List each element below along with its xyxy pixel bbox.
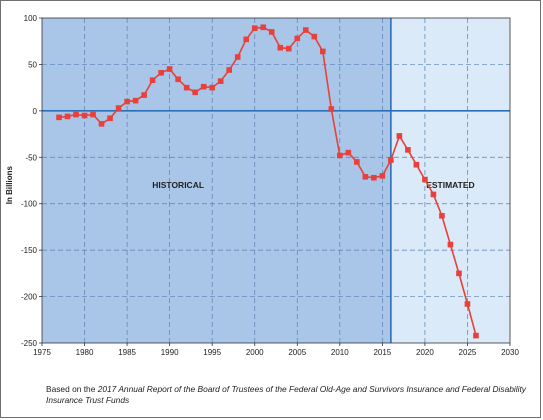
- data-point: [158, 69, 164, 76]
- y-tick-label: -100: [21, 200, 38, 209]
- y-axis-label: In Billions: [5, 165, 14, 204]
- x-tick-label: 1975: [33, 348, 51, 357]
- data-point: [98, 121, 105, 127]
- data-point: [132, 97, 139, 104]
- data-point: [200, 83, 207, 90]
- data-point: [243, 36, 250, 43]
- data-point: [277, 44, 284, 51]
- data-point: [413, 161, 420, 168]
- y-tick-label: -50: [25, 153, 37, 162]
- y-tick-label: -150: [21, 246, 38, 255]
- y-axis-ticks: 100 50 0 -50 -100 -150 -200 -250: [21, 14, 42, 348]
- region-estimated: [390, 18, 510, 343]
- data-point: [405, 147, 411, 153]
- data-point: [430, 191, 437, 198]
- data-point: [379, 173, 386, 179]
- y-tick-label: -200: [21, 293, 38, 302]
- region-historical: [42, 18, 391, 343]
- data-point: [251, 25, 258, 32]
- data-point: [268, 29, 275, 35]
- x-tick-label: 2005: [288, 348, 306, 357]
- data-point: [73, 111, 79, 118]
- region-backgrounds: [42, 18, 510, 343]
- data-point: [388, 157, 394, 163]
- data-point: [447, 241, 454, 248]
- data-point: [456, 270, 462, 277]
- x-tick-label: 1990: [161, 348, 179, 357]
- data-point: [345, 149, 352, 156]
- data-point: [294, 35, 301, 42]
- data-point: [354, 159, 360, 165]
- estimated-label: ESTIMATED: [426, 180, 474, 190]
- data-point: [234, 54, 241, 60]
- y-tick-label: 100: [24, 14, 38, 23]
- x-tick-label: 1980: [76, 348, 94, 357]
- data-point: [320, 48, 326, 55]
- y-tick-label: 0: [33, 107, 38, 116]
- data-point: [115, 105, 122, 111]
- data-point: [328, 106, 335, 112]
- data-point: [362, 173, 369, 180]
- data-point: [302, 27, 309, 33]
- deficit-line-chart: 1975 1980 1985 1990 1995 2000 2005 2010 2015 2020…: [5, 14, 519, 357]
- data-point: [166, 66, 173, 72]
- data-point: [464, 301, 471, 307]
- data-point: [473, 332, 479, 339]
- x-tick-label: 1985: [118, 348, 136, 357]
- region-labels: HISTORICAL ESTIMATED: [152, 180, 474, 190]
- data-point: [107, 115, 113, 122]
- y-tick-label: 50: [28, 60, 37, 69]
- data-point: [56, 114, 62, 121]
- data-point: [64, 113, 71, 120]
- plot-border: [41, 17, 511, 344]
- data-point: [226, 67, 232, 73]
- series-layer: [56, 24, 479, 339]
- data-point: [217, 78, 224, 84]
- data-point: [285, 45, 292, 52]
- y-tick-label: -250: [21, 339, 38, 348]
- x-tick-label: 2000: [246, 348, 264, 357]
- data-point: [311, 33, 318, 40]
- footnote-report-title: 2017 Annual Report of the Board of Trust…: [46, 384, 526, 405]
- x-tick-label: 2020: [416, 348, 434, 357]
- footnote-prefix: Based on the: [46, 384, 98, 394]
- historical-label: HISTORICAL: [152, 180, 204, 190]
- source-footnote: Based on the 2017 Annual Report of the B…: [46, 384, 526, 406]
- data-point: [337, 152, 343, 159]
- data-point: [90, 111, 96, 118]
- x-tick-label: 2030: [501, 348, 519, 357]
- data-point: [422, 176, 428, 183]
- data-point: [209, 84, 215, 91]
- data-point: [396, 133, 403, 139]
- data-point: [260, 24, 267, 31]
- x-tick-label: 2010: [331, 348, 349, 357]
- data-point: [183, 84, 190, 91]
- x-tick-label: 2015: [373, 348, 391, 357]
- data-point: [192, 89, 198, 96]
- data-point: [124, 98, 130, 105]
- x-tick-label: 1995: [203, 348, 221, 357]
- x-axis-ticks: 1975 1980 1985 1990 1995 2000 2005 2010 2015 2020…: [33, 343, 519, 357]
- data-point: [175, 76, 181, 83]
- data-point: [141, 92, 147, 98]
- data-point: [81, 112, 88, 119]
- data-point: [371, 174, 377, 181]
- data-point: [439, 212, 445, 219]
- x-tick-label: 2025: [459, 348, 477, 357]
- data-point: [149, 77, 156, 84]
